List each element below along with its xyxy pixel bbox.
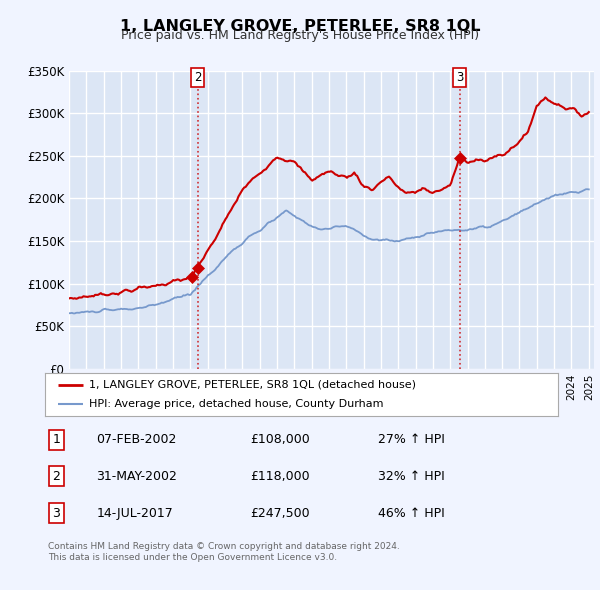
Text: £118,000: £118,000	[250, 470, 310, 483]
Text: £108,000: £108,000	[250, 433, 310, 446]
Text: 1: 1	[52, 433, 60, 446]
Text: 2: 2	[194, 71, 202, 84]
Text: Price paid vs. HM Land Registry's House Price Index (HPI): Price paid vs. HM Land Registry's House …	[121, 30, 479, 42]
Text: 07-FEB-2002: 07-FEB-2002	[97, 433, 176, 446]
Text: 1, LANGLEY GROVE, PETERLEE, SR8 1QL (detached house): 1, LANGLEY GROVE, PETERLEE, SR8 1QL (det…	[89, 380, 416, 390]
Text: 31-MAY-2002: 31-MAY-2002	[97, 470, 177, 483]
Text: 14-JUL-2017: 14-JUL-2017	[97, 507, 173, 520]
Text: 27% ↑ HPI: 27% ↑ HPI	[379, 433, 445, 446]
Text: 3: 3	[456, 71, 463, 84]
Text: £247,500: £247,500	[250, 507, 310, 520]
Text: Contains HM Land Registry data © Crown copyright and database right 2024.
This d: Contains HM Land Registry data © Crown c…	[48, 542, 400, 562]
Text: 2: 2	[52, 470, 60, 483]
Text: 32% ↑ HPI: 32% ↑ HPI	[379, 470, 445, 483]
Text: 1, LANGLEY GROVE, PETERLEE, SR8 1QL: 1, LANGLEY GROVE, PETERLEE, SR8 1QL	[120, 19, 480, 34]
Text: HPI: Average price, detached house, County Durham: HPI: Average price, detached house, Coun…	[89, 399, 383, 409]
Text: 46% ↑ HPI: 46% ↑ HPI	[379, 507, 445, 520]
Text: 3: 3	[52, 507, 60, 520]
